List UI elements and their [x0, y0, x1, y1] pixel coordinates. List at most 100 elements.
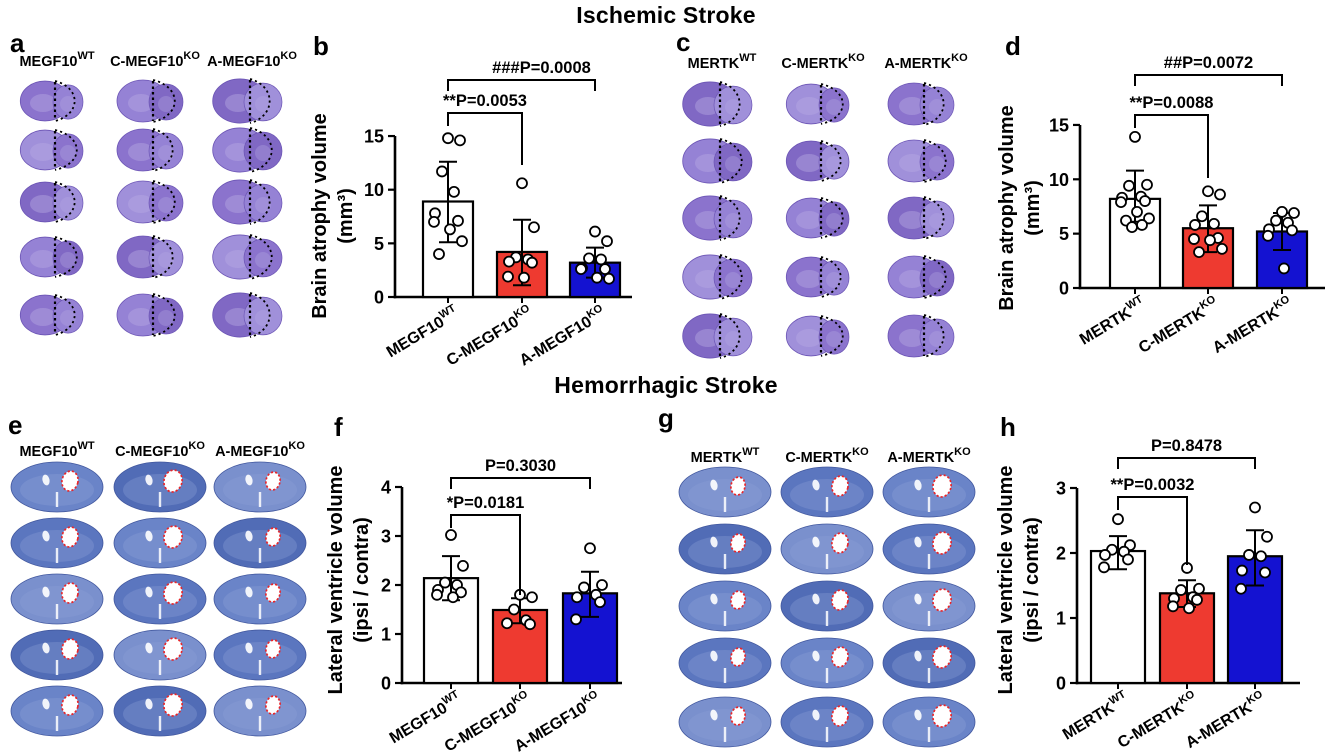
data-point — [457, 559, 469, 572]
brain-slice — [780, 637, 874, 689]
data-point — [1286, 224, 1298, 237]
brain-panel-svg-e: MEGF10WT C-MEGF10KO A-MEGF10KO — [10, 440, 307, 737]
data-point — [1193, 246, 1205, 259]
ventricle-outline-red-dotted — [163, 525, 183, 549]
ventricle-outline-red-dotted — [831, 705, 849, 727]
section-title-hemorrhagic: Hemorrhagic Stroke — [554, 372, 778, 398]
data-point — [431, 588, 443, 601]
genotype-column-label: C-MEGF10KO — [115, 440, 205, 460]
brain-panel-mertk-ischemic: MERTKWT C-MERTKKO A-MERTKKO — [660, 40, 1000, 370]
ventricle-outline-red-dotted — [932, 531, 952, 555]
atrophy-contour-dotted — [249, 234, 273, 280]
genotype-column-label: A-MERTKKO — [884, 52, 968, 72]
atrophy-contour-dotted — [820, 83, 844, 125]
brain-slice — [682, 195, 753, 241]
brain-slice — [10, 573, 104, 625]
atrophy-contour-dotted — [923, 314, 945, 358]
ventricle-outline-red-dotted — [61, 470, 79, 492]
ventricle-outline-red-dotted — [932, 474, 952, 498]
y-axis-label: (mm³) — [1022, 180, 1044, 236]
brain-slice — [113, 517, 207, 569]
panel-letter-g: g — [658, 403, 674, 433]
y-axis-label: (mm³) — [335, 188, 357, 244]
panel-letter-a: a — [10, 28, 25, 58]
brain-slice — [780, 523, 874, 575]
atrophy-contour-dotted — [719, 313, 741, 359]
y-axis-label: Brain atrophy volume — [996, 105, 1018, 311]
genotype-column-label: C-MERTKKO — [781, 52, 865, 72]
y-tick-label: 5 — [1059, 224, 1069, 244]
y-tick-label: 3 — [381, 527, 391, 547]
genotype-column-label: A-MERTKKO — [887, 446, 971, 466]
brain-slice — [113, 573, 207, 625]
significance-label: *P=0.0181 — [447, 494, 525, 512]
brain-slice — [682, 81, 753, 127]
data-point — [1175, 584, 1187, 596]
data-point — [447, 591, 459, 604]
ventricle-outline-red-dotted — [163, 581, 183, 605]
atrophy-contour-dotted — [923, 255, 947, 299]
data-point — [1270, 214, 1282, 227]
genotype-column-label: A-MEGF10KO — [215, 440, 305, 460]
data-point — [526, 591, 538, 604]
brain-slice — [213, 629, 307, 681]
data-point — [1236, 564, 1248, 577]
brain-slice — [785, 83, 850, 125]
ventricle-outline-red-dotted — [730, 647, 746, 667]
brain-slice — [882, 523, 976, 575]
brain-slice — [682, 138, 753, 184]
brain-slice — [212, 234, 283, 280]
brain-slice — [682, 254, 753, 300]
brain-slice — [116, 235, 184, 279]
brain-panel-megf10-ischemic: MEGF10WT C-MEGF10KO A-MEGF10KO — [4, 30, 316, 365]
significance-label: ##P=0.0072 — [1164, 54, 1253, 72]
section-title-ischemic: Ischemic Stroke — [576, 2, 756, 28]
data-point — [1202, 185, 1214, 198]
x-category-label: A-MERTKKO — [1208, 293, 1296, 357]
brain-slice — [678, 523, 772, 575]
data-point — [448, 185, 460, 198]
brain-slice — [887, 139, 955, 183]
ventricle-outline-red-dotted — [730, 706, 746, 726]
data-point — [456, 235, 468, 248]
data-point — [599, 263, 611, 276]
y-tick-label: 10 — [364, 180, 384, 200]
data-point — [508, 603, 520, 616]
genotype-column-label: MEGF10WT — [19, 50, 94, 70]
brain-panel-megf10-hemorrhagic: MEGF10WT C-MEGF10KO A-MEGF10KO — [2, 418, 324, 752]
genotype-column-label: MERTKWT — [688, 52, 757, 72]
data-point — [1193, 582, 1205, 595]
brain-slice — [113, 629, 207, 681]
y-tick-label: 5 — [374, 234, 384, 254]
chart-svg-f: 0 1 2 3 4 Lateral ventricle volume (ipsi / con… — [325, 457, 622, 752]
y-tick-label: 0 — [1056, 674, 1066, 694]
data-point — [436, 165, 448, 178]
atrophy-contour-dotted — [923, 82, 945, 126]
y-tick-label: 1 — [1056, 609, 1066, 629]
data-point — [454, 134, 466, 147]
brain-slice — [882, 580, 976, 632]
brain-slice — [887, 196, 955, 240]
data-point — [428, 215, 440, 228]
ventricle-outline-red-dotted — [932, 645, 952, 669]
data-point — [596, 579, 608, 591]
y-tick-label: 10 — [1049, 170, 1069, 190]
brain-slice — [882, 466, 976, 518]
ventricle-outline-red-dotted — [265, 639, 281, 659]
data-point — [1276, 206, 1288, 218]
data-point — [524, 618, 536, 631]
brain-slice — [882, 637, 976, 689]
ventricle-outline-red-dotted — [163, 469, 183, 493]
brain-slice — [682, 313, 753, 359]
atrophy-contour-dotted — [719, 138, 743, 184]
atrophy-contour-dotted — [820, 197, 844, 239]
data-point — [1208, 217, 1220, 230]
brain-slice — [19, 236, 84, 278]
atrophy-contour-dotted — [249, 179, 271, 225]
brain-slice — [212, 127, 283, 173]
significance-bracket — [1134, 114, 1209, 178]
y-axis-label: Lateral ventricle volume — [995, 466, 1017, 695]
ventricle-outline-red-dotted — [163, 693, 183, 717]
